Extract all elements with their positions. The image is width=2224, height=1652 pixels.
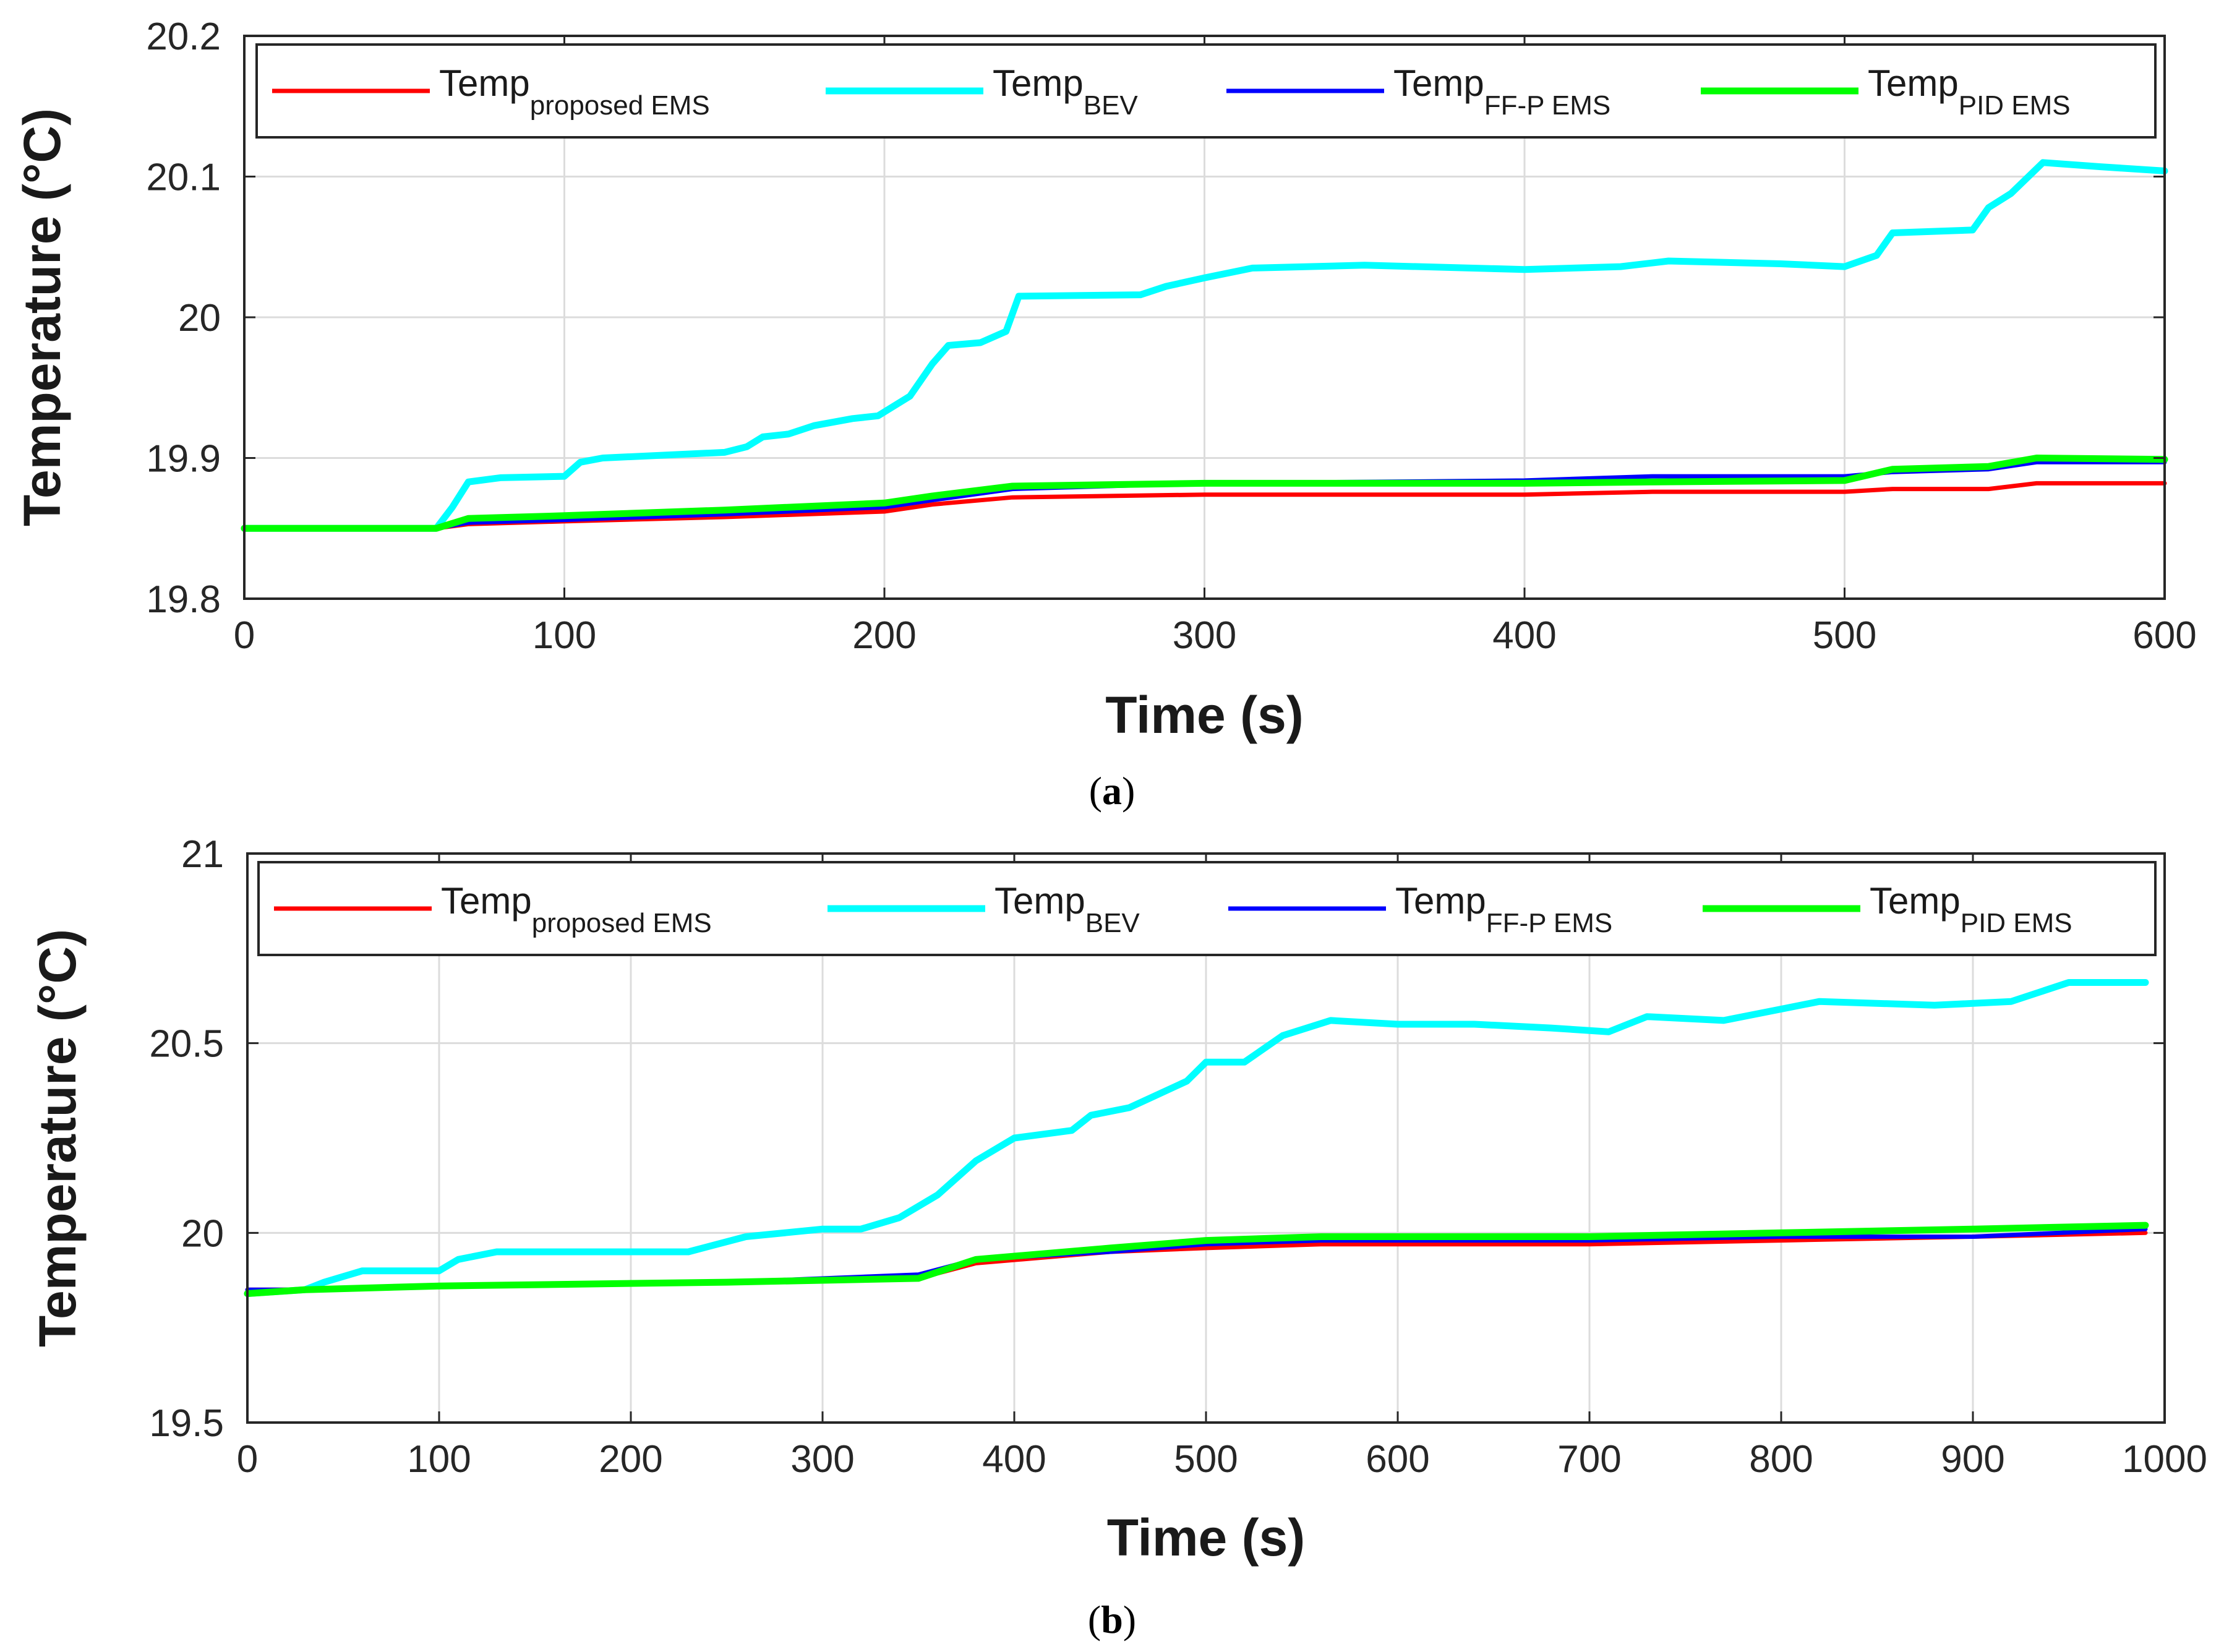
caption-b-label: b xyxy=(1101,1598,1123,1641)
y-tick-label: 19.9 xyxy=(146,438,221,481)
y-tick-label: 20.5 xyxy=(149,1023,224,1066)
x-tick-label: 300 xyxy=(1173,614,1236,657)
x-tick-label: 100 xyxy=(532,614,596,657)
x-tick-label: 0 xyxy=(234,614,255,657)
x-tick-label: 900 xyxy=(1941,1438,2004,1481)
series-line-bev xyxy=(244,979,2149,1297)
chart-panel-a: 0 100 200 300 400 500 600 19.8 19.9 20 20.1 20.2 Tim… xyxy=(13,15,2197,744)
x-tick-label: 200 xyxy=(852,614,916,657)
x-tick-label: 1000 xyxy=(2122,1438,2207,1481)
x-axis-label: Time (s) xyxy=(1105,686,1304,744)
x-tick-label: 500 xyxy=(1174,1438,1238,1481)
legend: Tempproposed EMS TempBEV TempFF-P EMS TempP… xyxy=(257,861,2157,956)
y-tick-label: 20.1 xyxy=(146,156,221,199)
x-tick-label: 0 xyxy=(237,1438,258,1481)
x-tick-label: 600 xyxy=(2132,614,2196,657)
caption-b: (b) xyxy=(1088,1598,1136,1641)
x-tick-label: 400 xyxy=(982,1438,1046,1481)
x-tick-label: 200 xyxy=(599,1438,662,1481)
legend-label: TempBEV xyxy=(993,62,1138,121)
legend-label: TempFF-P EMS xyxy=(1393,62,1610,121)
x-tick-label: 600 xyxy=(1366,1438,1429,1481)
caption-a: (a) xyxy=(1089,769,1136,813)
x-tick-label: 400 xyxy=(1492,614,1556,657)
legend-label: TempBEV xyxy=(994,880,1140,938)
y-tick-label: 20.2 xyxy=(146,15,221,58)
legend-label: Tempproposed EMS xyxy=(441,880,712,938)
series-line-pid-ems xyxy=(241,455,2168,532)
y-tick-label: 20 xyxy=(178,297,221,340)
y-tick-label: 20 xyxy=(181,1212,224,1255)
x-tick-label: 100 xyxy=(407,1438,471,1481)
legend-label: Tempproposed EMS xyxy=(439,62,710,121)
legend-label: TempFF-P EMS xyxy=(1395,880,1612,938)
y-axis-label: Temperature (°C) xyxy=(13,108,71,526)
series-line-bev xyxy=(241,159,2168,532)
y-tick-label: 19.8 xyxy=(146,578,221,621)
x-axis-label: Time (s) xyxy=(1107,1509,1306,1567)
caption-a-label: a xyxy=(1102,769,1122,813)
x-tick-label: 700 xyxy=(1557,1438,1621,1481)
legend: Tempproposed EMS TempBEV TempFF-P EMS TempP… xyxy=(255,43,2157,139)
chart-panel-b: 0 100 200 300 400 500 600 700 800 900 1000 19.5 20 20… xyxy=(28,833,2207,1567)
x-tick-label: 300 xyxy=(790,1438,854,1481)
y-axis-label: Temperature (°C) xyxy=(28,929,87,1347)
x-tick-label: 500 xyxy=(1813,614,1876,657)
series-line-pid-ems xyxy=(244,1222,2149,1297)
legend-label: TempPID EMS xyxy=(1868,62,2071,121)
y-tick-label: 21 xyxy=(181,833,224,876)
y-tick-label: 19.5 xyxy=(149,1402,224,1445)
legend-label: TempPID EMS xyxy=(1870,880,2072,938)
x-tick-label: 800 xyxy=(1749,1438,1813,1481)
